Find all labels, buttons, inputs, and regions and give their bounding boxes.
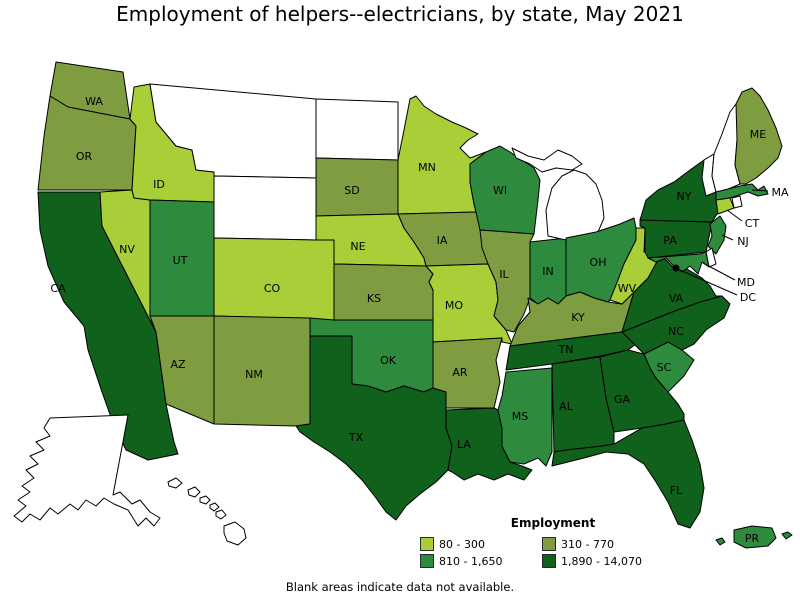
state-label-oh: OH xyxy=(590,256,607,269)
legend-label-bin2: 310 - 770 xyxy=(561,537,614,551)
state-nh[interactable] xyxy=(711,103,741,193)
dc-marker xyxy=(672,264,680,272)
leader-line-dc xyxy=(679,269,738,296)
state-wy[interactable] xyxy=(213,175,317,241)
state-co[interactable] xyxy=(213,237,335,321)
footnote: Blank areas indicate data not available. xyxy=(285,580,515,594)
state-pr[interactable] xyxy=(715,525,793,549)
legend-label-bin3: 810 - 1,650 xyxy=(439,554,503,568)
state-label-nj: NJ xyxy=(737,235,748,248)
state-label-ma: MA xyxy=(771,186,788,199)
legend-label-bin1: 80 - 300 xyxy=(439,537,485,551)
state-label-wa: WA xyxy=(85,95,103,108)
state-nd[interactable] xyxy=(315,98,399,161)
legend-item-bin2: 310 - 770 xyxy=(542,537,686,551)
state-ak[interactable] xyxy=(13,414,161,527)
state-label-or: OR xyxy=(76,150,93,163)
state-hi[interactable] xyxy=(167,477,247,546)
state-label-va: VA xyxy=(669,292,684,305)
state-label-me: ME xyxy=(750,128,766,141)
state-label-nc: NC xyxy=(668,325,684,338)
state-label-sc: SC xyxy=(657,361,672,374)
state-label-il: IL xyxy=(499,268,509,281)
state-label-al: AL xyxy=(559,400,574,413)
state-label-mo: MO xyxy=(445,299,463,312)
legend: Employment 80 - 300 310 - 770 810 - 1,65… xyxy=(420,516,686,568)
state-label-ut: UT xyxy=(173,254,188,267)
legend-item-bin4: 1,890 - 14,070 xyxy=(542,554,686,568)
state-label-tn: TN xyxy=(558,343,574,356)
leader-line-nj xyxy=(721,234,734,241)
state-ms[interactable] xyxy=(497,367,553,467)
leader-line-md xyxy=(702,262,736,281)
map-labels: WA OR CA NV ID UT AZ CO NM SD NE KS OK TX MN IA MO AR LA WI… xyxy=(50,95,789,545)
state-label-md: MD xyxy=(737,276,755,289)
state-ct[interactable] xyxy=(715,197,735,215)
state-az[interactable] xyxy=(149,315,215,425)
state-fl[interactable] xyxy=(551,419,705,529)
state-label-fl: FL xyxy=(670,484,683,497)
state-label-dc: DC xyxy=(740,291,756,304)
state-label-ms: MS xyxy=(512,410,528,423)
state-label-la: LA xyxy=(457,438,471,451)
legend-item-bin3: 810 - 1,650 xyxy=(420,554,542,568)
state-label-ok: OK xyxy=(380,354,397,367)
legend-swatch-bin2 xyxy=(542,537,556,551)
state-label-sd: SD xyxy=(344,184,359,197)
state-label-ca: CA xyxy=(50,282,66,295)
leader-line-ct xyxy=(726,209,743,222)
state-label-ga: GA xyxy=(614,393,631,406)
state-label-wv: WV xyxy=(618,282,637,295)
map-states xyxy=(13,61,793,549)
state-label-ia: IA xyxy=(437,234,448,247)
state-label-wi: WI xyxy=(493,184,507,197)
state-label-nm: NM xyxy=(245,368,263,381)
page-title: Employment of helpers--electricians, by … xyxy=(116,2,684,26)
state-nj[interactable] xyxy=(707,215,727,255)
state-label-nv: NV xyxy=(119,243,135,256)
state-label-tx: TX xyxy=(348,431,364,444)
state-md[interactable] xyxy=(647,251,710,275)
state-label-id: ID xyxy=(153,178,165,191)
state-label-mn: MN xyxy=(418,161,436,174)
legend-label-bin4: 1,890 - 14,070 xyxy=(561,554,642,568)
state-label-az: AZ xyxy=(170,358,186,371)
legend-item-bin1: 80 - 300 xyxy=(420,537,542,551)
legend-grid: 80 - 300 310 - 770 810 - 1,650 1,890 - 1… xyxy=(420,537,686,568)
legend-swatch-bin4 xyxy=(542,554,556,568)
state-label-ar: AR xyxy=(452,366,468,379)
state-ks[interactable] xyxy=(333,263,434,321)
state-label-pr: PR xyxy=(745,532,760,545)
state-ri[interactable] xyxy=(731,195,743,209)
leader-line-ma xyxy=(751,189,769,192)
state-tx[interactable] xyxy=(295,335,453,521)
state-label-ne: NE xyxy=(350,240,365,253)
legend-swatch-bin1 xyxy=(420,537,434,551)
state-label-ct: CT xyxy=(745,217,760,230)
state-me[interactable] xyxy=(734,87,783,185)
state-label-ks: KS xyxy=(367,292,381,305)
legend-swatch-bin3 xyxy=(420,554,434,568)
state-wi[interactable] xyxy=(469,145,541,235)
state-label-ky: KY xyxy=(571,311,585,324)
legend-title: Employment xyxy=(510,516,596,530)
state-label-co: CO xyxy=(264,282,281,295)
state-label-pa: PA xyxy=(663,234,677,247)
state-label-in: IN xyxy=(542,265,553,278)
state-label-ny: NY xyxy=(677,190,692,203)
